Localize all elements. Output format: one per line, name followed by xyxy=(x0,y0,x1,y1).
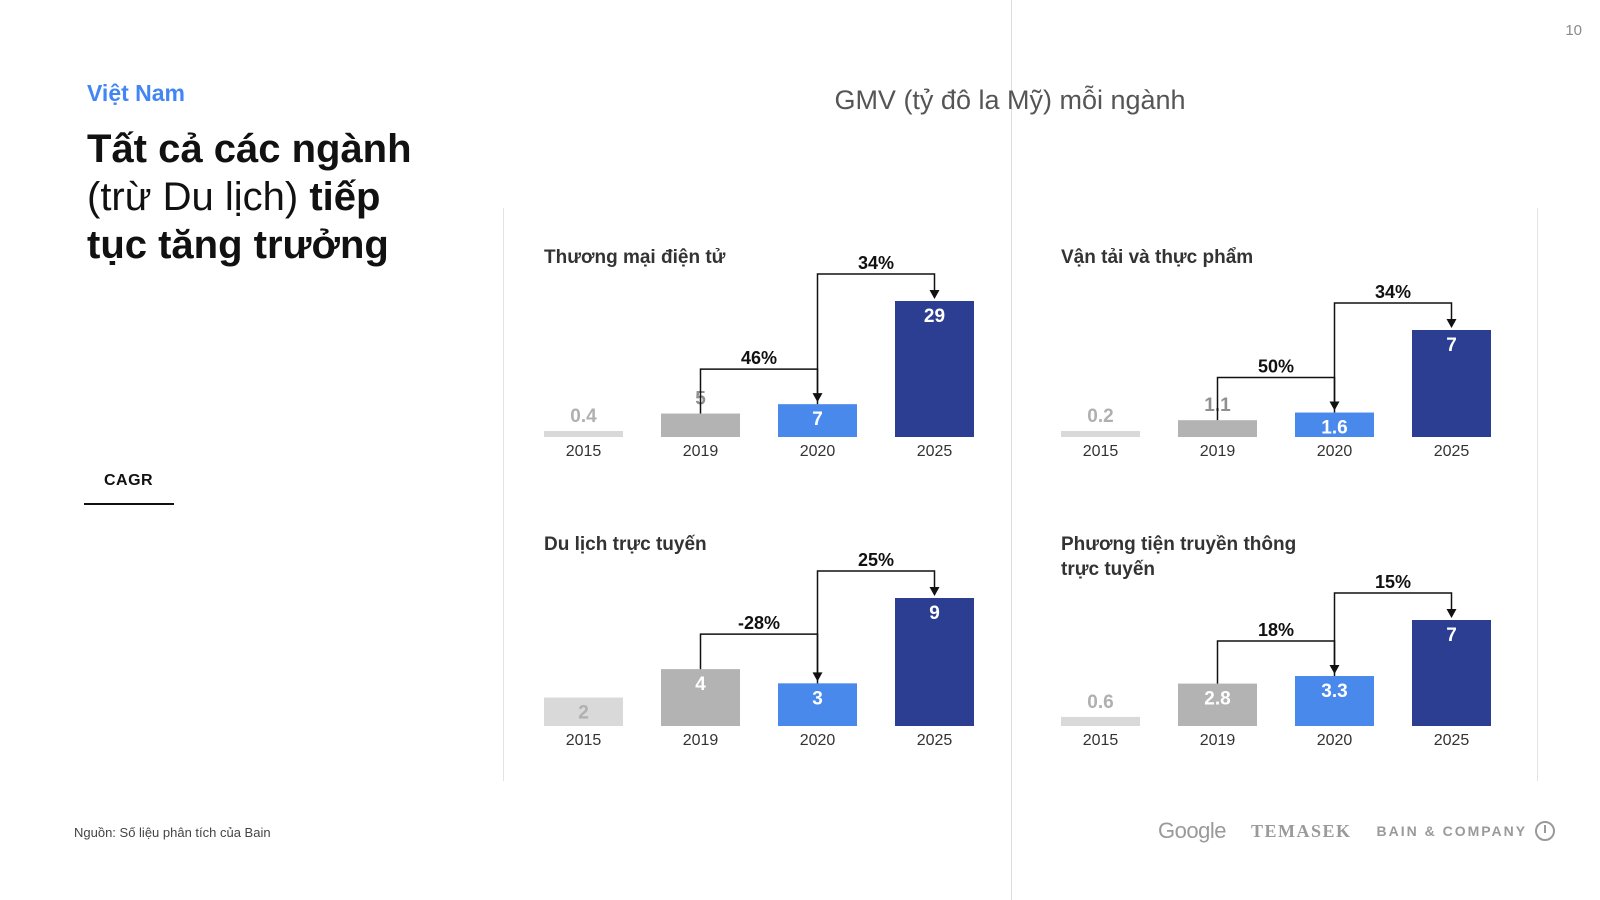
tick-label-chart4-2019: 2019 xyxy=(1200,732,1236,749)
tick-label-chart2-2025: 2025 xyxy=(1434,443,1470,460)
bar-chart4-2025 xyxy=(1412,620,1491,726)
cagr-connector-chart3-2 xyxy=(816,570,936,684)
cagr-legend-label: CAGR xyxy=(104,472,154,489)
page-number: 10 xyxy=(1565,22,1582,39)
value-label-chart4-2025: 7 xyxy=(1446,625,1457,646)
cagr-arrowhead-chart4-2 xyxy=(1446,609,1457,618)
tick-label-chart1-2015: 2015 xyxy=(566,443,602,460)
cagr-arrowhead-chart3-2 xyxy=(929,587,940,596)
partner-logos: Google TEMASEK BAIN & COMPANY xyxy=(1158,816,1556,846)
cagr-arrowhead-chart1-2 xyxy=(929,290,940,299)
tick-label-chart3-2019: 2019 xyxy=(683,732,719,749)
bar-chart4-2020 xyxy=(1295,676,1374,726)
cagr-connector-chart3-1 xyxy=(699,633,819,674)
cagr-label-chart4-2: 15% xyxy=(1375,572,1411,592)
country-label: Việt Nam xyxy=(87,80,186,106)
tick-label-chart1-2019: 2019 xyxy=(683,443,719,460)
value-label-chart1-2020: 7 xyxy=(812,409,823,430)
tick-label-chart2-2020: 2020 xyxy=(1317,443,1353,460)
bar-chart1-2025 xyxy=(895,301,974,437)
bar-chart3-2020 xyxy=(778,683,857,726)
value-label-chart4-2020: 3.3 xyxy=(1321,681,1347,702)
bar-chart3-2015 xyxy=(544,697,623,726)
bain-logo-text: BAIN & COMPANY xyxy=(1376,823,1528,839)
tick-label-chart3-2020: 2020 xyxy=(800,732,836,749)
cagr-arrowhead-chart2-2 xyxy=(1446,319,1457,328)
value-label-chart3-2019: 4 xyxy=(695,674,706,695)
headline-part-4: tục tăng trưởng xyxy=(87,223,389,267)
value-label-chart4-2015: 0.6 xyxy=(1087,692,1113,713)
chart-title-ecommerce: Thương mại điện tử xyxy=(544,247,726,268)
cagr-connector-chart1-2 xyxy=(816,273,936,405)
bar-chart1-2020 xyxy=(778,404,857,437)
cagr-label-chart1-2: 34% xyxy=(858,253,894,273)
panel-right-rule xyxy=(1537,208,1538,781)
headline-part-3: tiếp xyxy=(309,175,381,219)
chart-title-online-media: Phương tiện truyền thông trực tuyến xyxy=(1061,534,1297,580)
cagr-label-chart2-2: 34% xyxy=(1375,282,1411,302)
panel-left-rule xyxy=(503,208,504,781)
bar-chart2-2019 xyxy=(1178,420,1257,437)
tick-label-chart1-2025: 2025 xyxy=(917,443,953,460)
chart-title-online-travel: Du lịch trực tuyến xyxy=(544,534,707,555)
tick-label-chart2-2015: 2015 xyxy=(1083,443,1119,460)
tick-label-chart1-2020: 2020 xyxy=(800,443,836,460)
bar-chart3-2025 xyxy=(895,598,974,726)
center-divider xyxy=(1011,0,1012,900)
value-label-chart2-2020: 1.6 xyxy=(1321,418,1347,439)
bar-chart1-2019 xyxy=(661,413,740,437)
tick-label-chart4-2020: 2020 xyxy=(1317,732,1353,749)
value-label-chart1-2025: 29 xyxy=(924,306,945,327)
headline-part-1: Tất cả các ngành xyxy=(87,127,412,171)
google-logo: Google xyxy=(1158,818,1226,843)
value-label-chart3-2020: 3 xyxy=(812,688,823,709)
bar-chart4-2019 xyxy=(1178,683,1257,726)
value-label-chart2-2025: 7 xyxy=(1446,335,1457,356)
cagr-legend-rule xyxy=(84,503,174,505)
bar-chart2-2020 xyxy=(1295,412,1374,437)
tick-label-chart4-2025: 2025 xyxy=(1434,732,1470,749)
figure-title: GMV (tỷ đô la Mỹ) mỗi ngành xyxy=(834,85,1186,115)
value-label-chart3-2015: 2 xyxy=(578,703,589,724)
cagr-label-chart3-1: -28% xyxy=(738,613,780,633)
page-headline: Tất cả các ngành (trừ Du lịch) tiếp tục … xyxy=(87,125,447,269)
cagr-label-chart1-1: 46% xyxy=(741,348,777,368)
value-label-chart1-2015: 0.4 xyxy=(570,406,597,427)
value-label-chart3-2025: 9 xyxy=(929,603,940,624)
bar-chart1-2015 xyxy=(544,431,623,437)
bar-chart4-2015 xyxy=(1061,716,1140,726)
temasek-logo: TEMASEK xyxy=(1250,820,1352,841)
headline-part-2: (trừ Du lịch) xyxy=(87,175,299,219)
cagr-label-chart4-1: 18% xyxy=(1258,620,1294,640)
bain-mark-icon xyxy=(1535,821,1556,841)
tick-label-chart2-2019: 2019 xyxy=(1200,443,1236,460)
tick-label-chart3-2015: 2015 xyxy=(566,732,602,749)
chart-title-transport-food: Vận tải và thực phẩm xyxy=(1061,247,1254,268)
cagr-label-chart2-1: 50% xyxy=(1258,357,1294,377)
bar-chart2-2015 xyxy=(1061,431,1140,437)
value-label-chart4-2019: 2.8 xyxy=(1204,689,1230,710)
cagr-connector-chart2-2 xyxy=(1333,302,1453,413)
tick-label-chart3-2025: 2025 xyxy=(917,732,953,749)
bar-chart2-2025 xyxy=(1412,330,1491,437)
bain-logo: BAIN & COMPANY xyxy=(1376,821,1556,841)
tick-label-chart4-2015: 2015 xyxy=(1083,732,1119,749)
bar-chart3-2019 xyxy=(661,669,740,726)
source-note: Nguồn: Số liệu phân tích của Bain xyxy=(74,825,271,840)
value-label-chart2-2015: 0.2 xyxy=(1087,406,1113,427)
cagr-label-chart3-2: 25% xyxy=(858,550,894,570)
cagr-connector-chart4-2 xyxy=(1333,592,1453,677)
